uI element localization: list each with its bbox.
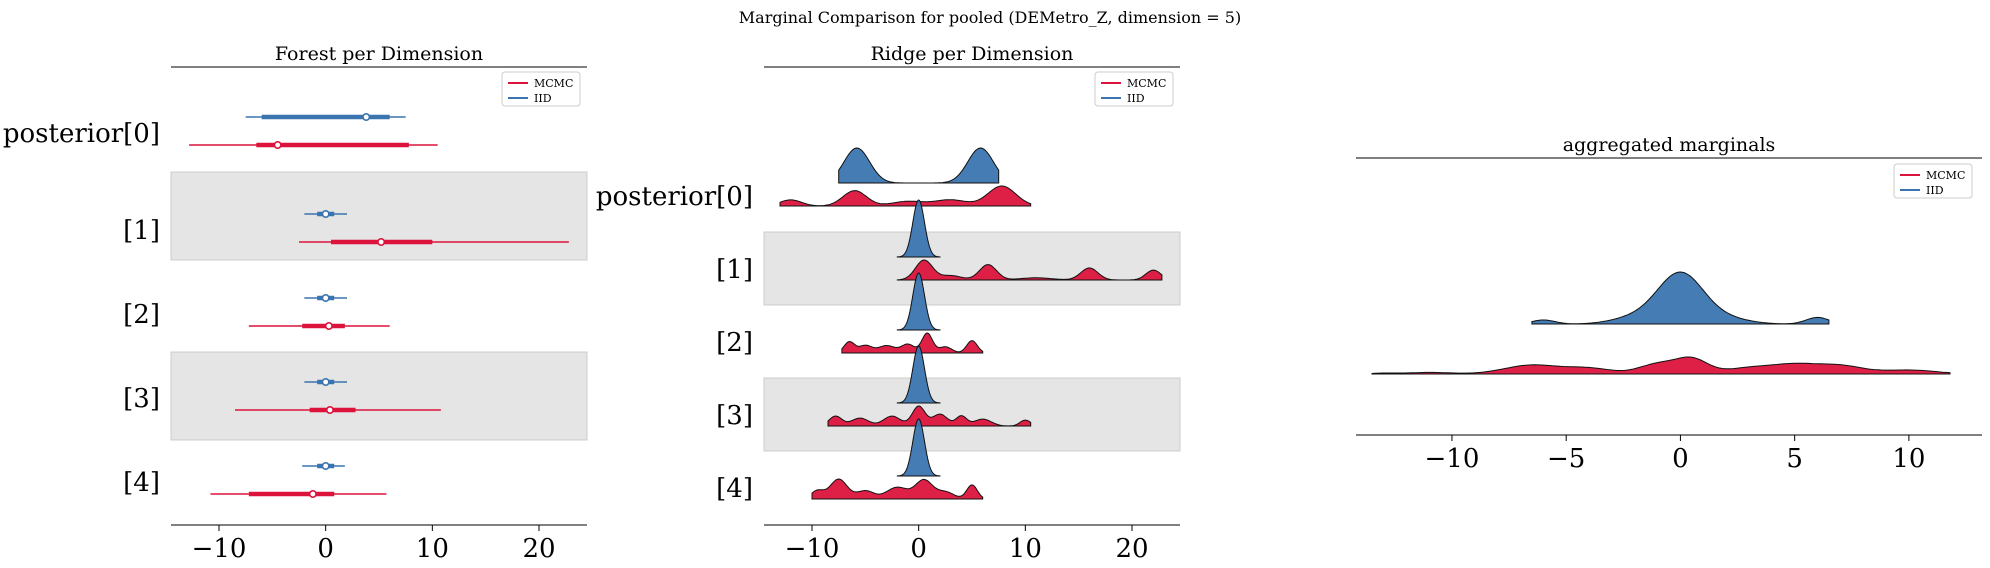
x-tick-label: 10 <box>1892 444 1925 474</box>
forest-point <box>324 321 333 330</box>
ridge-iid <box>896 272 941 331</box>
ridge-iid <box>896 199 941 258</box>
x-tick-label: 10 <box>1009 534 1042 564</box>
ridge-mcmc <box>811 478 984 500</box>
legend-label-iid: IID <box>1127 92 1145 105</box>
row-label: [1] <box>123 216 160 246</box>
forest-point <box>325 405 334 414</box>
area-mcmc <box>1371 356 1951 375</box>
ridge-mcmc <box>841 332 984 354</box>
legend-label-mcmc: MCMC <box>1926 169 1965 182</box>
forest-point <box>321 210 330 219</box>
row-label: [2] <box>123 300 160 330</box>
ridge-iid <box>896 418 941 477</box>
x-tick-label: 20 <box>1115 534 1148 564</box>
row-label: posterior[0] <box>3 119 160 149</box>
ridge-mcmc <box>827 405 1032 427</box>
forest-point <box>308 489 317 498</box>
legend-label-mcmc: MCMC <box>534 77 573 90</box>
x-tick-label: −10 <box>1425 444 1480 474</box>
x-tick-label: −5 <box>1547 444 1585 474</box>
ridge-iid <box>896 345 941 404</box>
panel-title: Forest per Dimension <box>275 43 483 65</box>
x-tick-label: 0 <box>910 534 927 564</box>
x-tick-label: 0 <box>1672 444 1689 474</box>
panel-title: aggregated marginals <box>1563 134 1776 156</box>
row-label: [3] <box>716 401 753 431</box>
legend: MCMC IID <box>501 71 581 107</box>
row-band <box>170 171 588 261</box>
row-label: [1] <box>716 255 753 285</box>
aggregated-panel: aggregated marginals MCMC IID −10 −5 0 5 10 <box>1356 134 1982 474</box>
legend: MCMC IID <box>1893 163 1973 199</box>
row-label: [3] <box>123 384 160 414</box>
row-band <box>170 351 588 441</box>
legend-label-iid: IID <box>534 92 552 105</box>
forest-point <box>362 113 371 122</box>
legend-label-iid: IID <box>1926 184 1944 197</box>
x-tick-label: −10 <box>785 534 840 564</box>
row-label: [4] <box>716 474 753 504</box>
x-tick-label: 20 <box>522 534 555 564</box>
legend: MCMC IID <box>1094 71 1174 107</box>
row-band <box>763 377 1181 452</box>
ridge-panel: Ridge per Dimension posterior[0] [1] [2] [3]… <box>596 43 1181 564</box>
ridge-mcmc <box>896 259 1163 281</box>
row-label: [4] <box>123 468 160 498</box>
row-band <box>763 231 1181 306</box>
ridge-mcmc <box>779 185 1032 207</box>
forest-point <box>321 293 330 302</box>
figure-title: Marginal Comparison for pooled (DEMetro_… <box>739 8 1241 27</box>
x-tick-label: −10 <box>192 534 247 564</box>
x-tick-label: 0 <box>317 534 334 564</box>
area-iid <box>1531 271 1830 325</box>
x-tick-label: 10 <box>416 534 449 564</box>
legend-label-mcmc: MCMC <box>1127 77 1166 90</box>
forest-point <box>321 461 330 470</box>
row-label: [2] <box>716 328 753 358</box>
forest-point <box>321 377 330 386</box>
forest-panel: Forest per Dimension posterior[0] [1] [2] [3… <box>3 43 588 564</box>
ridge-iid <box>838 147 1000 184</box>
forest-point <box>273 141 282 150</box>
panel-title: Ridge per Dimension <box>871 43 1074 65</box>
row-label: posterior[0] <box>596 182 753 212</box>
x-tick-label: 5 <box>1786 444 1803 474</box>
forest-point <box>377 238 386 247</box>
